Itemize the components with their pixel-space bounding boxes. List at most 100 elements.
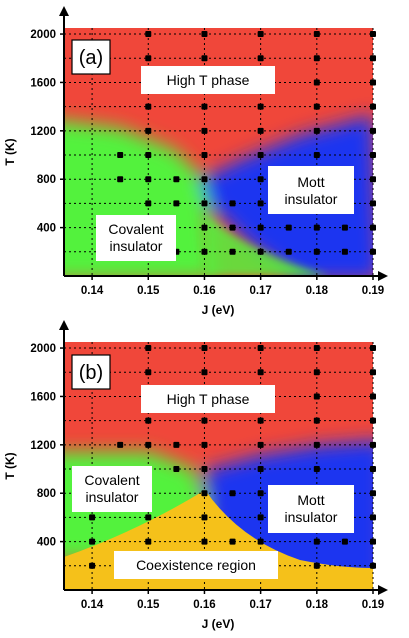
panel-a-point-53 — [173, 200, 180, 207]
panel-b: 0.14 0.15 0.16 0.17 0.18 0.19 400 800 1200 1600 20… — [3, 320, 388, 631]
panel-b-point-22 — [173, 441, 180, 448]
panel-b-coexistence-box — [114, 551, 278, 579]
panel-a-lower-green-band — [205, 215, 330, 276]
panel-a-point-42 — [257, 224, 264, 231]
panel-a-x-arrow — [378, 271, 388, 281]
panel-b-xtick-0: 0.14 — [81, 599, 104, 611]
panel-b-point-20 — [117, 441, 124, 448]
panel-a-point-41 — [201, 224, 208, 231]
panel-a-ytick-3: 1600 — [30, 77, 56, 89]
panel-b-point-37 — [370, 490, 376, 497]
panel-a-point-14 — [370, 79, 376, 86]
panel-a-axes — [59, 6, 388, 281]
panel-b-point-19 — [370, 417, 376, 424]
panel-b-point-50 — [89, 562, 96, 569]
panel-b-ytick-1: 800 — [37, 488, 56, 500]
panel-b-point-0 — [145, 345, 152, 352]
panel-a-point-61 — [341, 224, 348, 231]
panel-b-point-26 — [370, 441, 376, 448]
panel-b-point-16 — [201, 417, 208, 424]
panel-a-point-16 — [201, 103, 208, 110]
panel-b-x-arrow — [378, 585, 388, 595]
panel-a-point-22 — [257, 127, 264, 134]
panel-b-coexistence-label: Coexistence region — [136, 557, 256, 573]
panel-a-point-51 — [117, 176, 124, 183]
panel-a-xtick-4: 0.18 — [306, 285, 329, 297]
panel-a-ytick-4: 2000 — [30, 29, 56, 41]
panel-a-point-31 — [201, 176, 208, 183]
panel-b-point-9 — [370, 369, 376, 376]
panel-b-xlabel: J (eV) — [202, 617, 235, 631]
panel-b-point-7 — [257, 369, 264, 376]
panel-a: 0.14 0.15 0.16 0.17 0.18 0.19 400 800 1200 1600 20… — [3, 6, 388, 317]
panel-b-point-32 — [313, 466, 320, 473]
panel-a-label: (a) — [79, 47, 103, 69]
panel-a-point-26 — [201, 152, 208, 159]
panel-b-point-39 — [145, 514, 152, 521]
panel-a-xtick-0: 0.14 — [81, 285, 104, 297]
panel-a-point-35 — [145, 200, 152, 207]
panel-b-point-29 — [173, 466, 180, 473]
panel-b-covalent-box — [72, 466, 152, 512]
panel-a-point-57 — [229, 248, 236, 255]
panel-b-point-2 — [257, 345, 264, 352]
panel-a-xtick-1: 0.15 — [137, 285, 160, 297]
panel-a-ytick-0: 400 — [37, 223, 56, 235]
panel-b-point-54 — [313, 562, 320, 569]
panel-a-point-13 — [313, 79, 320, 86]
panel-b-xtick-5: 0.19 — [362, 599, 384, 611]
panel-a-point-52 — [173, 176, 180, 183]
panel-a-point-0 — [145, 31, 152, 38]
panel-b-point-18 — [313, 417, 320, 424]
panel-b-point-14 — [370, 393, 376, 400]
panel-a-point-8 — [313, 55, 320, 62]
panel-a-point-55 — [229, 200, 236, 207]
panel-a-point-21 — [201, 127, 208, 134]
panel-a-y-arrow — [59, 6, 69, 16]
panel-a-ytick-2: 1200 — [30, 126, 56, 138]
panel-a-point-27 — [257, 152, 264, 159]
panel-a-point-17 — [257, 103, 264, 110]
panel-b-point-44 — [89, 538, 96, 545]
panel-b-xtick-4: 0.18 — [306, 599, 329, 611]
panel-a-covalent-label: Covalent insulator — [108, 221, 163, 254]
panel-a-point-30 — [145, 176, 152, 183]
panel-a-point-49 — [370, 248, 376, 255]
panel-b-point-5 — [145, 369, 152, 376]
panel-b-point-59 — [229, 538, 236, 545]
panel-b-point-48 — [313, 538, 320, 545]
panel-b-point-4 — [370, 345, 376, 352]
panel-b-ytick-4: 2000 — [30, 343, 56, 355]
panel-a-grid — [64, 28, 374, 276]
panel-a-point-4 — [370, 31, 376, 38]
panel-b-point-1 — [201, 345, 208, 352]
panel-b-point-46 — [201, 538, 208, 545]
panel-a-point-7 — [257, 55, 264, 62]
panel-a-point-37 — [257, 200, 264, 207]
panel-b-point-25 — [313, 441, 320, 448]
panel-b-covalent-label: Covalent insulator — [84, 472, 139, 505]
panel-a-point-1 — [201, 31, 208, 38]
panel-b-mott-box — [268, 485, 354, 533]
panel-a-point-36 — [201, 200, 208, 207]
panel-b-high-t-label: High T phase — [167, 391, 250, 407]
panel-a-point-25 — [145, 152, 152, 159]
panel-a-mott-label: Mott insulator — [285, 174, 338, 207]
panel-a-point-44 — [370, 224, 376, 231]
panel-b-point-56 — [229, 490, 236, 497]
panel-b-point-33 — [370, 466, 376, 473]
panel-a-point-18 — [313, 103, 320, 110]
panel-b-xtick-3: 0.17 — [249, 599, 271, 611]
panel-b-axes — [59, 320, 388, 595]
panel-a-point-6 — [201, 55, 208, 62]
panel-b-label-box — [71, 354, 111, 390]
panel-a-point-2 — [257, 31, 264, 38]
panel-a-high-t-label: High T phase — [167, 72, 250, 88]
panel-b-point-24 — [257, 441, 264, 448]
panel-b-point-6 — [201, 369, 208, 376]
panel-a-point-60 — [285, 248, 292, 255]
panel-a-point-59 — [285, 224, 292, 231]
panel-a-xtick-2: 0.16 — [193, 285, 215, 297]
panel-b-ytick-3: 1600 — [30, 391, 56, 403]
panel-a-point-3 — [313, 31, 320, 38]
